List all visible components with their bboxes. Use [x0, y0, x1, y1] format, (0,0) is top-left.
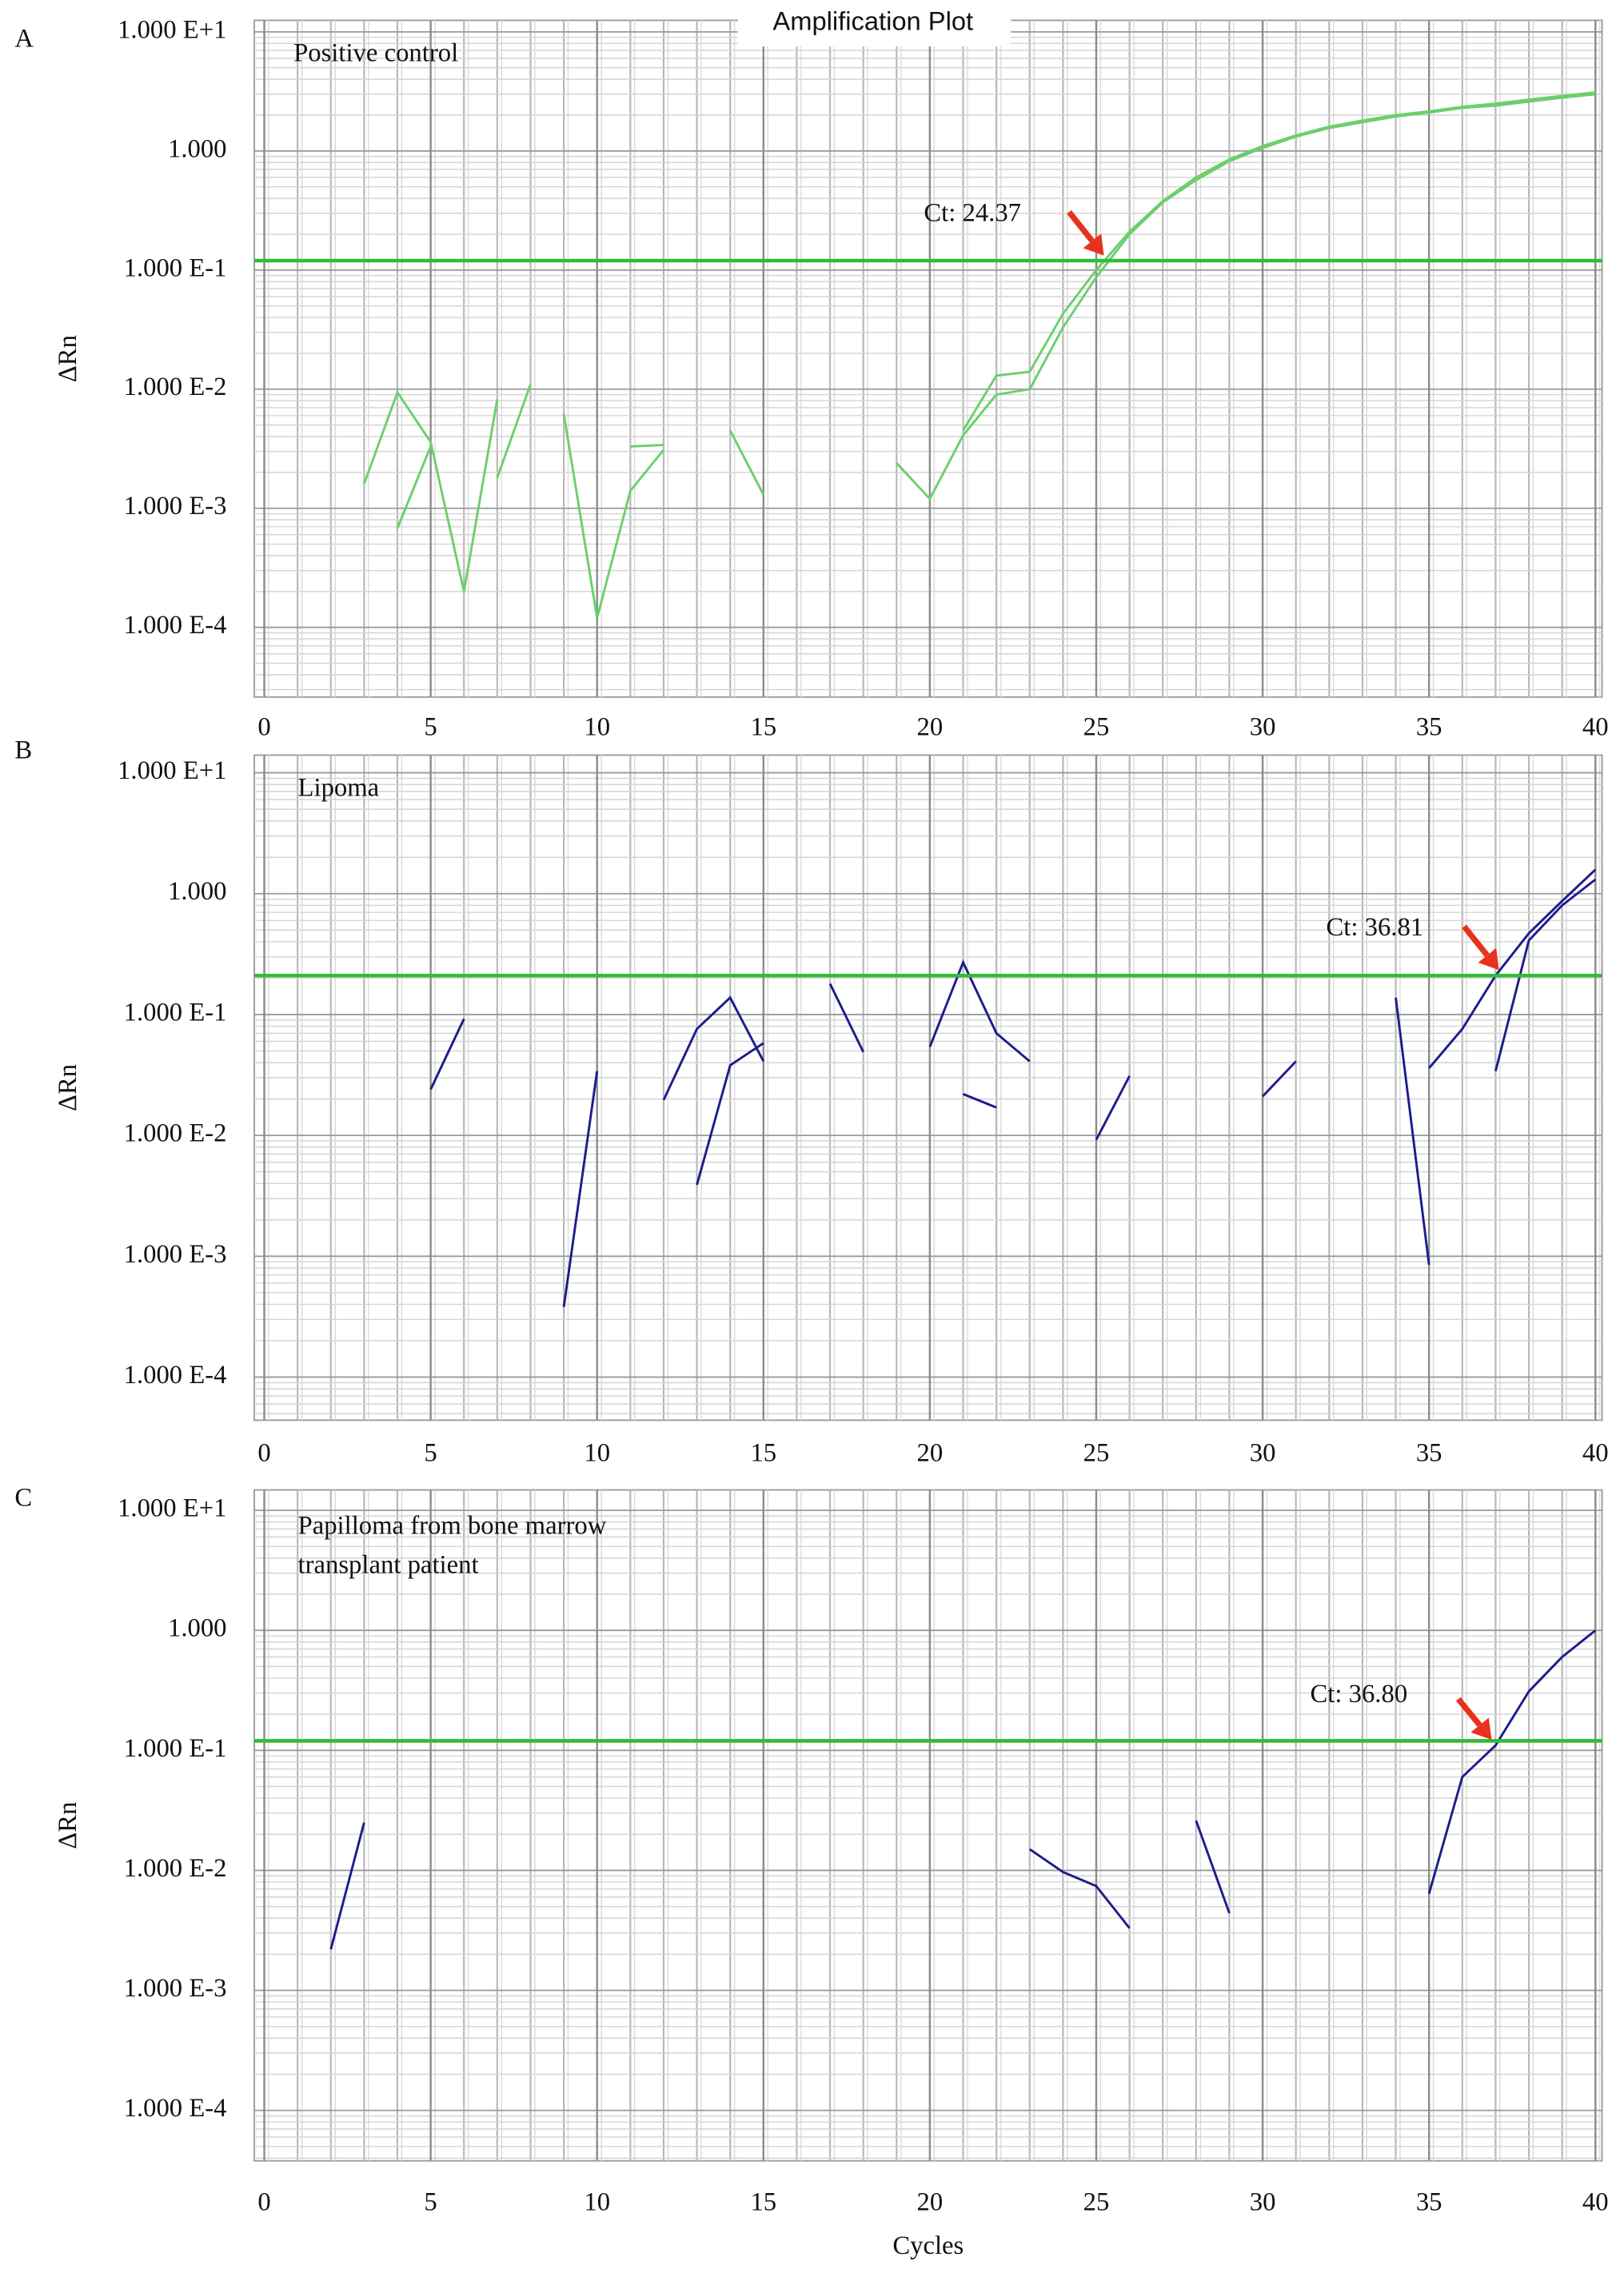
x-tick-label: 30 — [1250, 2188, 1276, 2217]
y-tick-label: 1.000 E-4 — [124, 1361, 227, 1390]
ct-arrow — [1455, 1697, 1482, 1728]
sample-label: Positive control — [293, 39, 458, 68]
x-tick-label: 15 — [750, 1438, 776, 1467]
y-axis-label: ΔRn — [54, 1802, 82, 1849]
x-axis-label: Cycles — [892, 2231, 964, 2260]
data-line — [362, 93, 1596, 619]
y-tick-label: 1.000 E-3 — [124, 492, 227, 520]
y-tick-label: 1.000 E-2 — [124, 1854, 227, 1883]
panel: 1.000 E+1 1.000 1.000 E-1 1.000 E-2 1.000 E-… — [14, 1484, 1608, 2260]
x-tick-label: 30 — [1250, 1438, 1276, 1467]
x-tick-label: 5 — [424, 712, 437, 741]
sample-label: Papilloma from bone marrow — [298, 1511, 607, 1540]
y-tick-label: 1.000 E-4 — [124, 2094, 227, 2123]
chart-title: Amplification Plot — [772, 6, 973, 36]
y-tick-label: 1.000 — [168, 134, 227, 163]
y-tick-label: 1.000 — [168, 877, 227, 906]
x-tick-label: 25 — [1083, 2188, 1110, 2217]
x-tick-label: 35 — [1416, 712, 1442, 741]
ct-arrow — [1067, 209, 1095, 243]
panel: 1.000 E+1 1.000 1.000 E-1 1.000 E-2 1.000 E-… — [14, 736, 1608, 1467]
x-tick-label: 35 — [1416, 1438, 1442, 1467]
y-tick-label: 1.000 E-1 — [124, 1734, 227, 1763]
x-tick-label: 20 — [917, 1438, 944, 1467]
data-line — [429, 959, 1430, 1308]
x-tick-label: 15 — [750, 2188, 776, 2217]
ct-label: Ct: 36.80 — [1311, 1680, 1408, 1709]
x-tick-label: 35 — [1416, 2188, 1442, 2217]
y-tick-label: 1.000 E-3 — [124, 1974, 227, 2003]
sample-label: transplant patient — [298, 1550, 479, 1579]
x-tick-label: 15 — [750, 712, 776, 741]
y-tick-label: 1.000 E-2 — [124, 1119, 227, 1148]
x-tick-label: 20 — [917, 712, 944, 741]
y-tick-label: 1.000 E-4 — [124, 611, 227, 640]
y-tick-label: 1.000 E+1 — [118, 15, 226, 44]
plot-area — [253, 754, 1603, 1422]
panel: 1.000 E+1 1.000 1.000 E-1 1.000 E-2 1.000 E-… — [14, 2, 1609, 741]
x-tick-label: 30 — [1250, 712, 1276, 741]
y-tick-label: 1.000 E-3 — [124, 1240, 227, 1269]
data-line — [696, 868, 1597, 1186]
y-tick-label: 1.000 E-2 — [124, 373, 227, 401]
ct-arrow-head — [1470, 1717, 1492, 1740]
x-tick-label: 20 — [917, 2188, 944, 2217]
y-tick-label: 1.000 E-1 — [124, 998, 227, 1027]
panel-letter: C — [14, 1484, 32, 1513]
y-tick-label: 1.000 — [168, 1614, 227, 1643]
x-tick-label: 0 — [257, 1438, 270, 1467]
x-tick-label: 25 — [1083, 712, 1110, 741]
plot-area — [253, 19, 1603, 698]
x-tick-label: 5 — [424, 2188, 437, 2217]
data-line — [1494, 878, 1597, 1072]
ct-arrow-head — [1083, 233, 1104, 256]
x-tick-label: 40 — [1582, 1438, 1609, 1467]
x-tick-label: 10 — [584, 712, 610, 741]
panel-letter: B — [14, 736, 32, 764]
y-axis-label: ΔRn — [54, 1064, 82, 1111]
y-tick-label: 1.000 E+1 — [118, 1494, 226, 1523]
ct-label: Ct: 36.81 — [1326, 913, 1423, 942]
ct-arrow — [1462, 924, 1490, 958]
plot-area — [253, 1489, 1603, 2162]
x-tick-label: 10 — [584, 2188, 610, 2217]
x-tick-label: 5 — [424, 1438, 437, 1467]
sample-label: Lipoma — [298, 774, 380, 803]
x-tick-label: 0 — [257, 2188, 270, 2217]
x-tick-label: 10 — [584, 1438, 610, 1467]
panel-letter: A — [14, 24, 34, 53]
y-axis-label: ΔRn — [54, 335, 82, 382]
x-tick-label: 40 — [1582, 2188, 1609, 2217]
y-tick-label: 1.000 E-1 — [124, 253, 227, 282]
x-tick-label: 40 — [1582, 712, 1609, 741]
data-line — [329, 1629, 1597, 1950]
y-tick-label: 1.000 E+1 — [118, 756, 226, 785]
title-box — [737, 2, 1012, 47]
data-line — [396, 91, 1596, 529]
x-tick-label: 0 — [257, 712, 270, 741]
ct-arrow-head — [1478, 947, 1499, 971]
ct-label: Ct: 24.37 — [924, 198, 1021, 227]
x-tick-label: 25 — [1083, 1438, 1110, 1467]
